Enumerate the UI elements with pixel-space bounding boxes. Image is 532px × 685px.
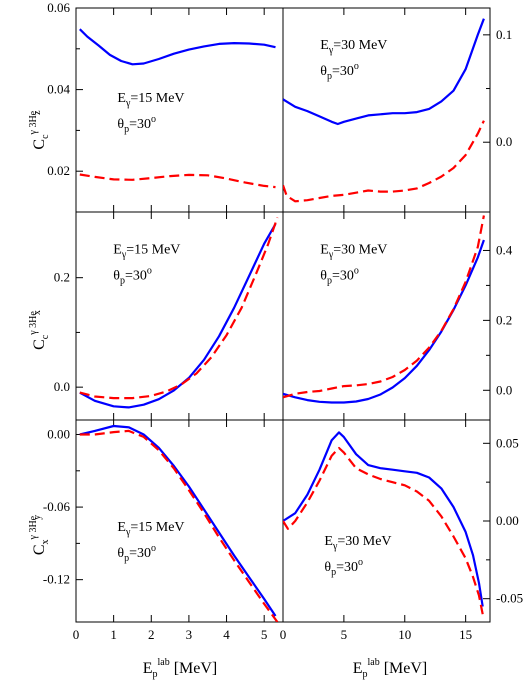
xtick-label: 10 (398, 627, 411, 642)
ytick-label: 0.06 (47, 0, 70, 15)
series-line-0 (79, 223, 277, 409)
panel-3: 0.0 0.2 0.4 Eγ=30 MeV θp=30o (282, 211, 513, 421)
panel-2: 0.0 0.2 Eγ=15 MeV θp=30o (54, 211, 284, 421)
annotation-angle: θp=30o (324, 557, 363, 578)
ytick-label: 0.0 (496, 382, 512, 397)
xtick-label: 15 (459, 627, 472, 642)
series-line-0 (283, 18, 485, 126)
series-line-0 (79, 424, 277, 617)
ytick-label: 0.4 (496, 242, 513, 257)
xtick-label: 5 (341, 627, 348, 642)
xtick-label: 2 (148, 627, 155, 642)
ylabel-middle: Ccγ 3Hex (28, 310, 51, 350)
xtick-label: 5 (261, 627, 268, 642)
annotation-energy: Eγ=30 MeV (320, 38, 387, 56)
xtick-label: 1 (110, 627, 117, 642)
series-line-1 (79, 173, 276, 189)
ytick-label: 0.0 (496, 134, 512, 149)
panel-0: 0.02 0.04 0.06 Eγ=15 MeV θp=30o (47, 0, 284, 213)
svg-text:Cxγ 3Hey: Cxγ 3Hey (28, 515, 51, 555)
xtick-label: 0 (280, 627, 287, 642)
ytick-label: -0.06 (43, 499, 71, 514)
annotation-energy: Eγ=15 MeV (117, 520, 184, 538)
xtick-label: 0 (73, 627, 80, 642)
ytick-label: 0.05 (496, 435, 519, 450)
svg-text:Ccγ 3Hez: Ccγ 3Hez (28, 110, 51, 150)
ylabel-bottom: Cxγ 3Hey (28, 515, 51, 555)
ytick-label: 0.1 (496, 27, 512, 42)
series-line-0 (79, 28, 276, 66)
series-line-1 (283, 446, 484, 615)
xtick-label: 3 (186, 627, 193, 642)
series-line-1 (283, 120, 485, 203)
annotation-angle: θp=30o (117, 114, 156, 135)
series-line-0 (283, 431, 484, 607)
panel-frame (75, 7, 284, 213)
ytick-label: 0.02 (47, 163, 70, 178)
ytick-label: 0.00 (496, 513, 519, 528)
panel-1: 0.0 0.1 Eγ=30 MeV θp=30o (282, 7, 512, 213)
series-line-0 (283, 239, 485, 404)
annotation-angle: θp=30o (113, 266, 152, 287)
ytick-label: 0.04 (47, 82, 70, 97)
panel-5: 0.05 0.00 -0.05 0 5 10 15 Eγ=30 MeV θp=30o (280, 419, 523, 642)
series-line-1 (79, 429, 279, 622)
series-line-1 (283, 215, 485, 399)
svg-text:Ccγ 3Hex: Ccγ 3Hex (28, 310, 51, 350)
annotation-angle: θp=30o (320, 61, 359, 82)
xlabel-left: Eplab [MeV] (143, 657, 218, 680)
xtick-label: 4 (223, 627, 230, 642)
ytick-label: -0.05 (496, 591, 523, 606)
panel-frame (282, 419, 491, 623)
annotation-energy: Eγ=30 MeV (324, 534, 391, 552)
ytick-label: 0.2 (496, 312, 512, 327)
ylabel-top: Ccγ 3Hez (28, 110, 51, 150)
annotation-angle: θp=30o (117, 543, 156, 564)
annotation-energy: Eγ=30 MeV (320, 243, 387, 261)
annotation-energy: Eγ=15 MeV (117, 91, 184, 109)
series-line-1 (79, 217, 279, 400)
ytick-label: 0.0 (54, 379, 70, 394)
annotation-energy: Eγ=15 MeV (113, 243, 180, 261)
ytick-label: 0.00 (47, 427, 70, 442)
ytick-label: -0.12 (43, 572, 70, 587)
ytick-label: 0.2 (54, 270, 70, 285)
xlabel-right: Eplab [MeV] (353, 657, 428, 680)
panel-4: 0.00 -0.06 -0.12 0 1 2 3 4 5 Eγ=15 MeV θp=30o (43, 419, 284, 642)
annotation-angle: θp=30o (320, 266, 359, 287)
